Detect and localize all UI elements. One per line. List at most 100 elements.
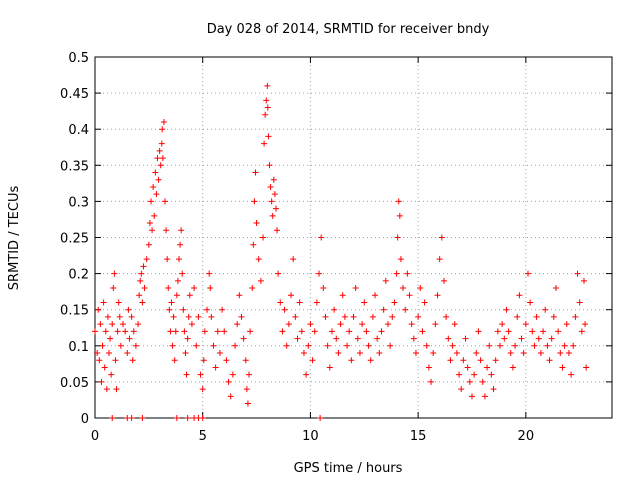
- x-tick-label: 5: [199, 429, 207, 444]
- data-point: [212, 364, 219, 371]
- data-point: [522, 321, 529, 328]
- data-point: [300, 350, 307, 357]
- data-point: [225, 378, 232, 385]
- data-point: [544, 342, 551, 349]
- data-point: [162, 198, 169, 205]
- data-point: [246, 371, 253, 378]
- data-point: [146, 220, 153, 227]
- data-point: [514, 313, 521, 320]
- data-point: [163, 227, 170, 234]
- data-point: [395, 198, 402, 205]
- data-point: [576, 299, 583, 306]
- data-point: [313, 299, 320, 306]
- data-point: [108, 371, 115, 378]
- data-point: [95, 306, 102, 313]
- data-point: [400, 285, 407, 292]
- data-point: [451, 321, 458, 328]
- data-point: [158, 140, 165, 147]
- data-point: [124, 350, 131, 357]
- data-point: [503, 306, 510, 313]
- data-point: [176, 256, 183, 263]
- data-point: [117, 342, 124, 349]
- data-point: [153, 191, 160, 198]
- data-point: [339, 292, 346, 299]
- data-point: [140, 263, 147, 270]
- data-point: [580, 277, 587, 284]
- data-point: [408, 321, 415, 328]
- data-point: [432, 321, 439, 328]
- data-point: [481, 393, 488, 400]
- data-point: [156, 147, 163, 154]
- data-point: [394, 234, 401, 241]
- data-point: [540, 328, 547, 335]
- data-point: [191, 285, 198, 292]
- data-point: [462, 335, 469, 342]
- data-point: [277, 299, 284, 306]
- data-point: [155, 176, 162, 183]
- y-tick-label: 0.3: [68, 195, 89, 210]
- y-tick-label: 0.4: [68, 123, 89, 138]
- data-point: [490, 386, 497, 393]
- data-point: [129, 357, 136, 364]
- data-point: [139, 415, 146, 421]
- data-point: [110, 285, 117, 292]
- data-point: [468, 393, 475, 400]
- data-point: [255, 256, 262, 263]
- data-point: [298, 328, 305, 335]
- data-point: [494, 328, 501, 335]
- data-point: [378, 328, 385, 335]
- data-point: [317, 415, 324, 421]
- data-point: [106, 350, 113, 357]
- data-point: [335, 350, 342, 357]
- data-point: [221, 328, 228, 335]
- data-point: [128, 415, 135, 421]
- data-point: [125, 306, 132, 313]
- data-point: [265, 133, 272, 140]
- data-point: [548, 335, 555, 342]
- data-point: [274, 227, 281, 234]
- data-point: [473, 350, 480, 357]
- data-point: [546, 357, 553, 364]
- data-point: [363, 328, 370, 335]
- plot-border: [94, 56, 613, 419]
- data-point: [206, 270, 213, 277]
- data-point: [136, 292, 143, 299]
- data-point: [572, 313, 579, 320]
- data-point: [128, 313, 135, 320]
- data-point: [139, 299, 146, 306]
- data-point: [365, 342, 372, 349]
- data-point: [113, 386, 120, 393]
- data-point: [184, 415, 191, 421]
- data-point: [557, 350, 564, 357]
- data-point: [96, 357, 103, 364]
- data-point: [555, 328, 562, 335]
- data-point: [173, 292, 180, 299]
- data-point: [456, 371, 463, 378]
- data-point: [184, 335, 191, 342]
- data-point: [509, 364, 516, 371]
- data-point: [359, 321, 366, 328]
- data-point: [440, 277, 447, 284]
- data-point: [132, 342, 139, 349]
- data-point: [290, 256, 297, 263]
- data-point: [512, 342, 519, 349]
- data-point: [283, 342, 290, 349]
- data-point: [447, 357, 454, 364]
- data-point: [141, 285, 148, 292]
- data-point: [421, 299, 428, 306]
- data-point: [397, 256, 404, 263]
- data-point: [138, 270, 145, 277]
- data-point: [344, 342, 351, 349]
- data-point: [559, 364, 566, 371]
- data-point: [199, 415, 206, 421]
- data-point: [236, 292, 243, 299]
- data-point: [154, 155, 161, 162]
- data-point: [102, 328, 109, 335]
- data-point: [214, 328, 221, 335]
- data-point: [195, 313, 202, 320]
- y-tick-label: 0.35: [60, 159, 89, 174]
- data-point: [322, 313, 329, 320]
- data-point: [479, 378, 486, 385]
- data-point: [415, 313, 422, 320]
